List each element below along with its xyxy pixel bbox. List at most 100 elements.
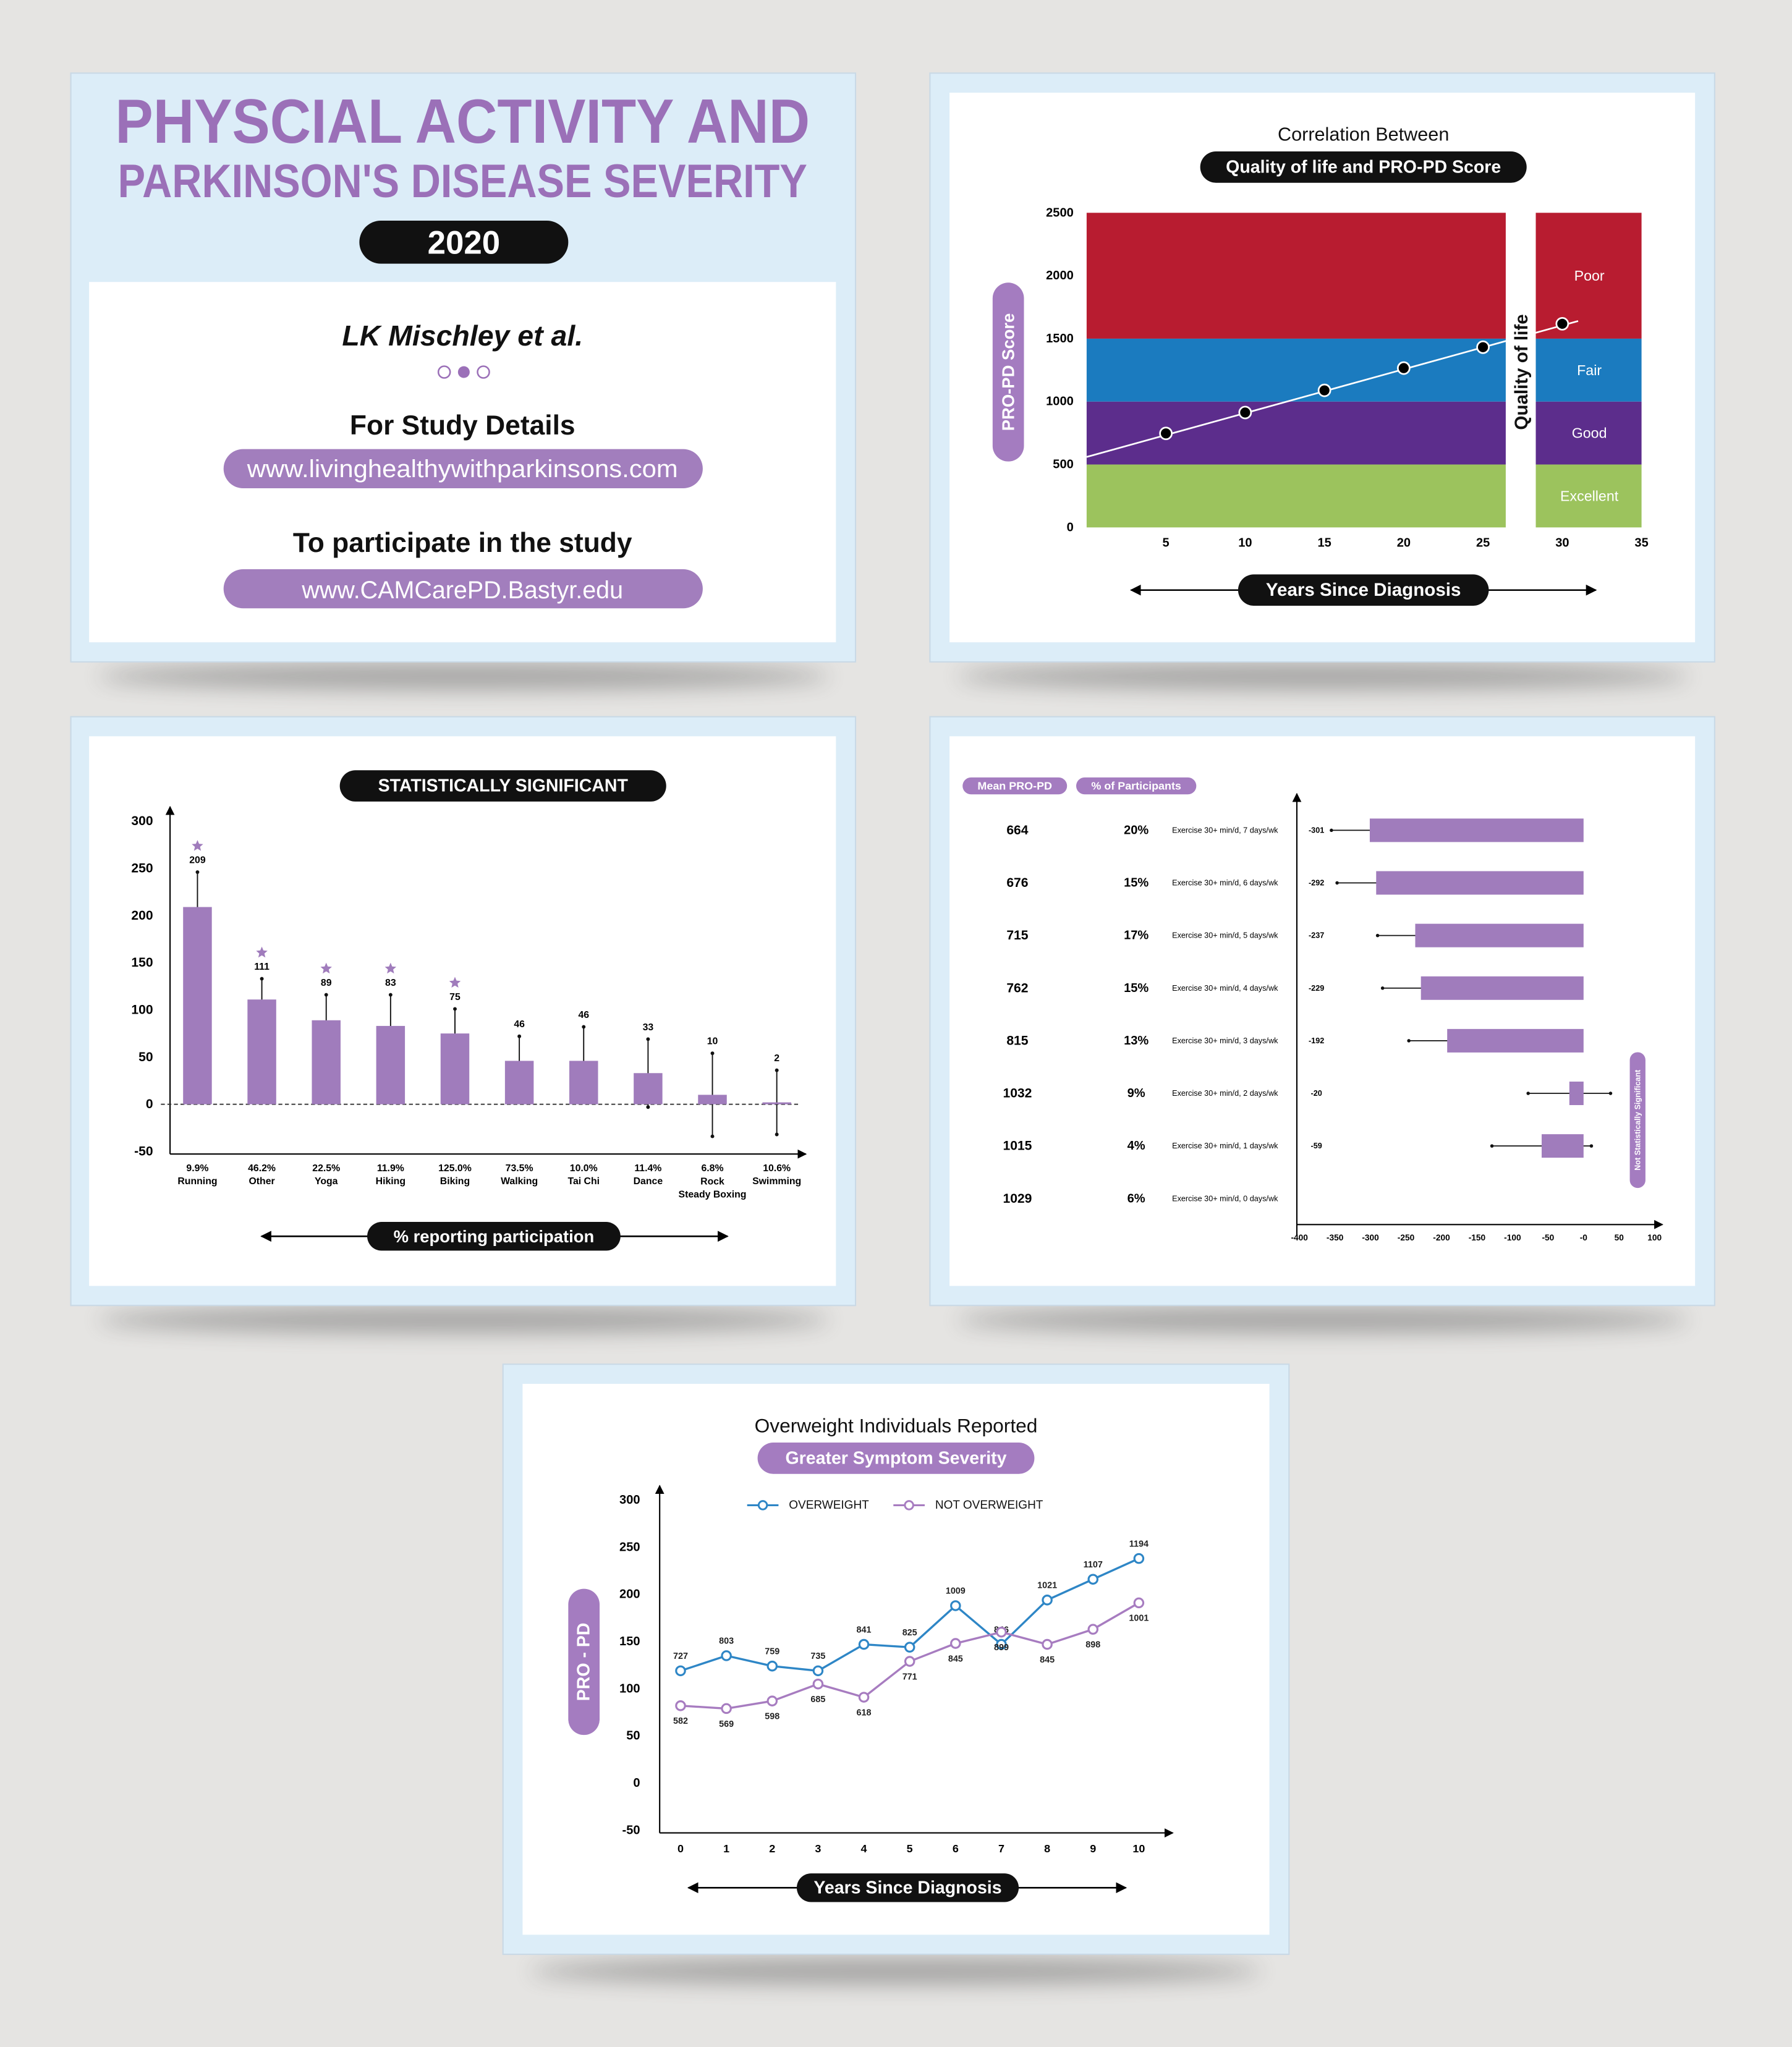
y-tick-label: 2000 xyxy=(1046,269,1074,282)
value-label: 10 xyxy=(707,1036,718,1047)
column-header: % of Participants xyxy=(1076,777,1197,795)
bar xyxy=(376,1025,406,1104)
shadow xyxy=(957,1307,1689,1333)
y-tick-label: -50 xyxy=(622,1823,640,1837)
value-label: 845 xyxy=(948,1654,963,1664)
point xyxy=(1133,1553,1145,1564)
point xyxy=(904,1642,915,1653)
participation-label: 10.0% xyxy=(570,1163,598,1174)
mean-pro-pd: 815 xyxy=(1006,1033,1028,1048)
value-label: 89 xyxy=(321,978,332,988)
details-url[interactable]: www.livinghealthywithparkinsons.com xyxy=(247,455,678,483)
bar xyxy=(698,1095,727,1104)
value-label: 75 xyxy=(449,992,461,1002)
point xyxy=(721,1703,732,1714)
value-label: 771 xyxy=(902,1672,917,1682)
value-label: 83 xyxy=(385,978,396,988)
participation-label: 11.4% xyxy=(634,1163,661,1174)
value-label: 825 xyxy=(902,1628,917,1638)
point xyxy=(858,1638,870,1650)
value-label: 1107 xyxy=(1084,1560,1103,1570)
point xyxy=(721,1650,732,1661)
chart-title-text: STATISTICALLY SIGNIFICANT xyxy=(378,776,629,796)
row-label: Exercise 30+ min/d, 3 days/wk xyxy=(1172,1036,1278,1045)
bar xyxy=(569,1061,598,1104)
x-tick-label: Other xyxy=(248,1176,274,1187)
error-cap xyxy=(324,993,328,997)
band-label: Fair xyxy=(1577,362,1602,378)
value-label: 803 xyxy=(719,1637,734,1646)
title: PARKINSON'S DISEASE SEVERITY xyxy=(118,155,807,208)
x-tick-label: 0 xyxy=(677,1842,684,1855)
url-pill[interactable] xyxy=(223,449,703,488)
x-tick-label: -350 xyxy=(1327,1233,1344,1242)
x-tick-label: -150 xyxy=(1469,1233,1486,1242)
x-tick-label: -400 xyxy=(1291,1233,1308,1242)
subtitle-text: Quality of life and PRO-PD Score xyxy=(1226,157,1501,177)
mean-pro-pd: 762 xyxy=(1006,981,1028,995)
value-label: 727 xyxy=(673,1651,688,1661)
value-label: 845 xyxy=(1040,1655,1055,1665)
participants: 15% xyxy=(1124,981,1149,995)
significance-star xyxy=(320,962,332,974)
row-label: Exercise 30+ min/d, 5 days/wk xyxy=(1172,931,1278,940)
y-tick-label: 100 xyxy=(131,1002,153,1017)
y-axis-label-text: PRO - PD xyxy=(574,1623,594,1702)
value-label: 898 xyxy=(1085,1640,1100,1650)
point xyxy=(812,1678,824,1690)
y-tick-label: 1000 xyxy=(1046,395,1074,409)
legend-label: NOT OVERWEIGHT xyxy=(935,1499,1043,1512)
y-axis-label-background xyxy=(568,1588,600,1736)
x-tick-label: -200 xyxy=(1433,1233,1450,1242)
dot xyxy=(477,365,490,379)
column-header-text: Mean PRO-PD xyxy=(977,780,1052,792)
band xyxy=(1086,401,1642,465)
y-axis-label-text: PRO-PD Score xyxy=(999,313,1018,431)
value-label: 582 xyxy=(673,1716,688,1726)
x-tick-label: Tai Chi xyxy=(567,1176,600,1187)
x-tick-label: Swimming xyxy=(752,1176,801,1187)
error-cap xyxy=(646,1037,650,1041)
participants: 20% xyxy=(1124,823,1149,837)
title: PHYSCIAL ACTIVITY AND xyxy=(115,87,810,156)
participants: 17% xyxy=(1124,929,1149,943)
url-pill[interactable] xyxy=(223,569,703,609)
band-label: Excellent xyxy=(1560,488,1619,504)
participate-label: To participate in the study xyxy=(293,528,632,558)
year-pill xyxy=(359,220,569,264)
details-label: For Study Details xyxy=(350,410,575,441)
value-label: 569 xyxy=(719,1719,734,1729)
x-tick-label: Yoga xyxy=(315,1176,338,1187)
participate-url[interactable]: www.CAMCarePD.Bastyr.edu xyxy=(301,576,623,604)
participation-label: 73.5% xyxy=(506,1163,533,1174)
y-tick-label: 0 xyxy=(1067,520,1074,534)
significance-star xyxy=(192,840,203,851)
x-axis-label-text: Years Since Diagnosis xyxy=(813,1878,1001,1897)
x-tick-label: 50 xyxy=(1615,1233,1624,1242)
x-tick-label: 4 xyxy=(861,1842,867,1855)
point xyxy=(675,1665,686,1677)
error-cap xyxy=(388,993,393,997)
error-cap xyxy=(1330,828,1333,833)
value-label: 685 xyxy=(810,1695,825,1705)
band-label: Poor xyxy=(1574,268,1605,284)
x-axis-label-text: Years Since Diagnosis xyxy=(1266,580,1461,600)
band xyxy=(1086,464,1642,528)
value-label: 2 xyxy=(774,1053,779,1064)
participants: 13% xyxy=(1124,1034,1149,1048)
chart-title: Correlation Between xyxy=(1278,124,1449,145)
band-label: Good xyxy=(1572,425,1607,441)
mean-pro-pd: 664 xyxy=(1006,823,1028,837)
error-cap xyxy=(1335,881,1339,885)
shadows xyxy=(98,663,1689,1985)
column-header-background xyxy=(1076,777,1197,795)
chart-title: Overweight Individuals Reported xyxy=(755,1415,1038,1437)
y-tick-label: 300 xyxy=(619,1493,640,1507)
error-cap xyxy=(1490,1144,1494,1148)
point xyxy=(1238,405,1252,420)
error-cap xyxy=(582,1025,586,1029)
title-card: PHYSCIAL ACTIVITY AND PARKINSON'S DISEAS… xyxy=(115,87,810,609)
y-tick-label: 250 xyxy=(619,1540,640,1554)
participation-label: 10.6% xyxy=(763,1163,791,1174)
